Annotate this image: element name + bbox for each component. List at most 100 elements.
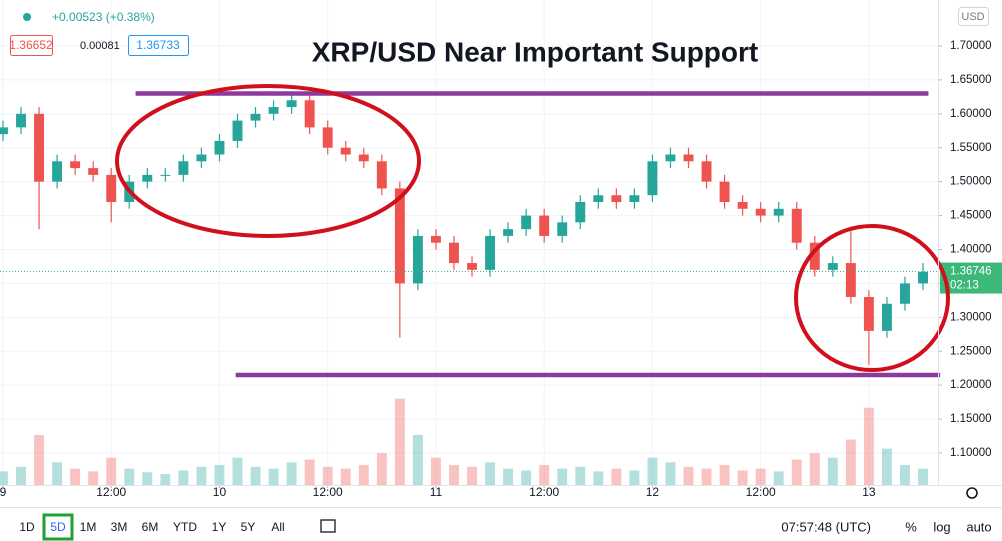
candle-body <box>791 208 802 243</box>
volume-bar <box>88 471 99 485</box>
candle-body <box>0 127 8 135</box>
y-tick-label: 1.40000 <box>950 244 992 256</box>
volume-bar <box>160 474 171 485</box>
range-button[interactable]: 1M <box>80 520 97 534</box>
range-button[interactable]: 5D <box>50 520 66 534</box>
candle-body <box>863 296 874 331</box>
candle-body <box>214 140 225 155</box>
candle-body <box>70 161 81 169</box>
range-button[interactable]: 6M <box>142 520 159 534</box>
range-button[interactable]: YTD <box>173 520 197 534</box>
scale-option[interactable]: log <box>933 519 950 534</box>
volume-bar <box>196 466 207 485</box>
candle-body <box>358 154 369 162</box>
candle-body <box>394 188 405 284</box>
candle-body <box>250 113 261 121</box>
candle-body <box>719 181 730 203</box>
candle-body <box>178 161 189 175</box>
scale-option[interactable]: % <box>905 519 917 534</box>
settings-icon[interactable] <box>966 487 978 499</box>
candle-body <box>88 168 99 175</box>
volume-bar <box>178 470 189 485</box>
candle-body <box>593 195 604 203</box>
volume-bar <box>629 470 640 485</box>
candle-body <box>106 174 117 203</box>
volume-bar <box>557 468 568 485</box>
volume-bar <box>0 471 8 485</box>
candle-body <box>503 229 514 236</box>
volume-bar <box>755 468 766 485</box>
candle-body <box>304 100 315 128</box>
bid: 1.36652 <box>9 38 53 52</box>
range-button[interactable]: 1D <box>19 520 35 534</box>
range-button[interactable]: All <box>271 520 284 534</box>
volume-bar <box>52 462 63 485</box>
countdown: 02:13 <box>950 280 979 292</box>
volume-bar <box>791 459 802 485</box>
candle-body <box>737 202 748 209</box>
candle-body <box>881 303 892 331</box>
volume-bar <box>683 466 694 485</box>
spread: 0.00081 <box>80 40 120 52</box>
price-change: +0.00523 (+0.38%) <box>52 10 155 24</box>
candle-body <box>160 174 171 176</box>
candle-body <box>575 202 586 223</box>
volume-bar <box>918 468 928 485</box>
volume-bar <box>268 468 279 485</box>
candle-body <box>611 195 622 203</box>
candle-body <box>539 215 550 236</box>
candle-body <box>232 120 243 141</box>
candle-body <box>430 235 441 243</box>
range-button[interactable]: 3M <box>111 520 128 534</box>
volume-bar <box>593 471 604 485</box>
volume-bar <box>232 457 243 485</box>
ask-box[interactable] <box>128 35 189 56</box>
candle-body <box>449 242 459 264</box>
x-tick-label: 13 <box>862 485 876 499</box>
candle-body <box>683 154 694 162</box>
range-button[interactable]: 5Y <box>241 520 256 534</box>
y-tick-label: 1.55000 <box>950 142 992 154</box>
x-tick-label: 12:00 <box>529 485 559 499</box>
x-tick-label: 12 <box>646 485 660 499</box>
volume-bar <box>719 465 730 485</box>
volume-bar <box>900 465 910 485</box>
candle-body <box>809 242 820 270</box>
candle-body <box>845 263 856 297</box>
grid <box>0 0 938 485</box>
volume-bar <box>214 465 225 485</box>
currency: USD <box>961 11 984 23</box>
scale-option[interactable]: auto <box>966 519 991 534</box>
candle-layer <box>0 93 928 365</box>
volume-bar <box>250 466 261 485</box>
date-range-icon[interactable] <box>320 519 336 533</box>
last-price-box <box>940 262 1002 294</box>
overlay-layer: 1.100001.150001.200001.250001.300001.350… <box>0 40 1002 499</box>
candle-body <box>900 283 910 304</box>
y-tick-label: 1.50000 <box>950 176 992 188</box>
y-tick-label: 1.60000 <box>950 108 992 120</box>
candle-body <box>16 113 26 128</box>
candle-body <box>376 161 387 189</box>
volume-bar <box>340 468 351 485</box>
volume-bar <box>647 457 658 485</box>
volume-bar <box>701 468 712 485</box>
volume-bar <box>539 465 550 485</box>
candle-body <box>485 235 496 270</box>
candle-body <box>52 161 63 182</box>
volume-bar <box>106 457 117 485</box>
chart-title: XRP/USD Near Important Support <box>312 36 758 67</box>
candle-body <box>647 161 658 196</box>
volume-bar <box>575 466 586 485</box>
y-tick-label: 1.45000 <box>950 210 992 222</box>
candle-body <box>629 195 640 203</box>
currency-box[interactable] <box>958 7 989 26</box>
volume-bar <box>322 466 333 485</box>
highlight-ellipse <box>115 84 421 238</box>
candle-body <box>340 147 351 155</box>
bid-box[interactable] <box>10 35 53 56</box>
range-button[interactable]: 1Y <box>212 520 227 534</box>
clock: 07:57:48 (UTC) <box>781 519 871 534</box>
candle-body <box>34 113 45 182</box>
